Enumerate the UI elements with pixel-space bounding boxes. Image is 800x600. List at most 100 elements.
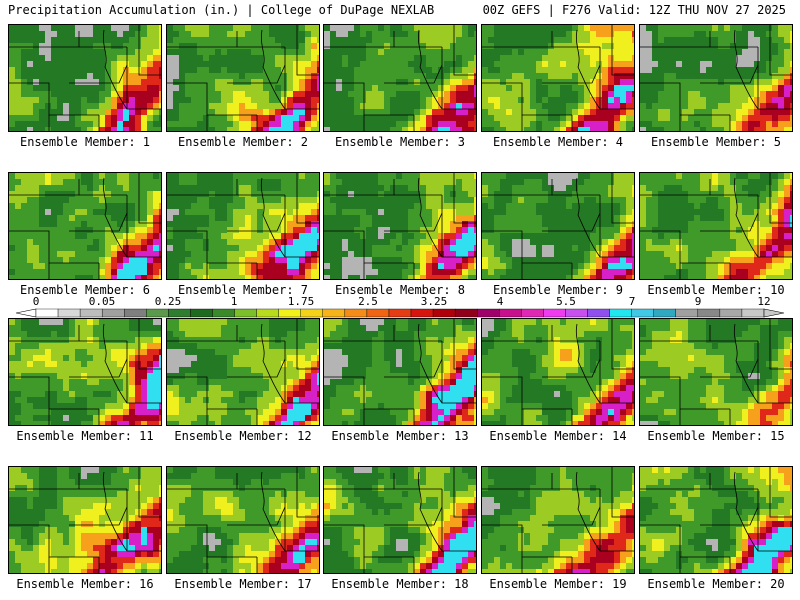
colorbar-swatch — [587, 308, 610, 318]
precip-field — [482, 173, 634, 279]
state-border — [441, 195, 476, 258]
precip-field — [640, 25, 792, 131]
colorbar-swatch — [410, 308, 434, 318]
state-border — [482, 230, 572, 264]
state-border — [700, 64, 759, 84]
precip-field — [9, 173, 161, 279]
state-border — [384, 358, 443, 378]
state-border — [296, 173, 319, 224]
state-border — [453, 467, 476, 518]
colorbar-tick-label: 9 — [694, 295, 702, 308]
colorbar: 0 0.05 0.25 1 1.75 2.5 3.25 4 5.5 7 9 12 — [14, 295, 786, 320]
panel-label: Ensemble Member: 15 — [647, 429, 785, 443]
ensemble-map-9 — [481, 172, 635, 280]
panel-label: Ensemble Member: 10 — [647, 283, 785, 297]
colorbar-tick-label: 4 — [496, 295, 504, 308]
state-border — [296, 25, 319, 76]
state-border — [640, 524, 730, 558]
state-border — [700, 506, 759, 526]
colorbar-swatch — [168, 308, 191, 318]
state-border — [575, 323, 601, 404]
panel-label: Ensemble Member: 8 — [334, 283, 466, 297]
ensemble-map-20 — [639, 466, 793, 574]
colorbar-tick-label: 3.25 — [420, 295, 448, 308]
panel-label: Ensemble Member: 18 — [331, 577, 469, 591]
precip-field — [324, 467, 476, 573]
precip-field — [482, 467, 634, 573]
colorbar-swatch — [499, 308, 522, 318]
valid-time: 00Z GEFS | F276 Valid: 12Z THU NOV 27 20… — [482, 3, 786, 17]
state-border — [482, 82, 572, 116]
precip-field — [482, 319, 634, 425]
state-border — [769, 319, 792, 370]
colorbar-tick-label: 0.05 — [88, 295, 116, 308]
state-border — [9, 524, 99, 558]
state-border — [769, 173, 792, 224]
colorbar-swatch — [57, 308, 81, 318]
precip-field — [167, 319, 319, 425]
colorbar-swatch — [146, 308, 169, 318]
panel-label: Ensemble Member: 3 — [334, 135, 466, 149]
state-border — [167, 524, 257, 558]
state-border — [138, 25, 161, 76]
state-border — [296, 319, 319, 370]
state-border — [417, 29, 443, 110]
panel-label: Ensemble Member: 11 — [16, 429, 154, 443]
state-border — [260, 471, 286, 552]
state-border — [324, 524, 414, 558]
state-border — [599, 195, 634, 258]
colorbar-tick-label: 2.5 — [358, 295, 378, 308]
ensemble-map-8 — [323, 172, 477, 280]
precip-field — [324, 173, 476, 279]
state-border — [611, 467, 634, 518]
state-border — [599, 47, 634, 110]
ensemble-map-18 — [323, 466, 477, 574]
colorbar-swatch — [675, 308, 699, 318]
panel-label: Ensemble Member: 4 — [492, 135, 624, 149]
panel-label: Ensemble Member: 13 — [331, 429, 469, 443]
state-border — [384, 506, 443, 526]
state-border — [417, 323, 443, 404]
state-border — [324, 230, 414, 264]
state-border — [138, 173, 161, 224]
ensemble-map-5 — [639, 24, 793, 132]
colorbar-swatch — [212, 308, 235, 318]
ensemble-map-1 — [8, 24, 162, 132]
state-border — [167, 230, 257, 264]
state-border — [700, 358, 759, 378]
panel-label: Ensemble Member: 9 — [492, 283, 624, 297]
state-border — [599, 489, 634, 552]
state-border — [441, 47, 476, 110]
colorbar-tick-label: 12 — [757, 295, 771, 308]
state-border — [733, 29, 759, 110]
state-border — [640, 376, 730, 410]
state-border — [227, 358, 286, 378]
colorbar-swatch — [741, 308, 765, 318]
colorbar-tick-label: 0.25 — [154, 295, 182, 308]
precip-field — [324, 25, 476, 131]
precip-field — [482, 25, 634, 131]
colorbar-tick-label: 5.5 — [556, 295, 576, 308]
ensemble-map-7 — [166, 172, 320, 280]
colorbar-swatch — [190, 308, 213, 318]
state-border — [453, 25, 476, 76]
state-border — [733, 471, 759, 552]
colorbar-swatch — [719, 308, 743, 318]
state-border — [126, 195, 161, 258]
state-border — [260, 29, 286, 110]
precip-field — [167, 25, 319, 131]
colorbar-swatch — [432, 308, 456, 318]
state-border — [138, 319, 161, 370]
state-border — [453, 173, 476, 224]
colorbar-scale — [15, 308, 785, 318]
ensemble-map-2 — [166, 24, 320, 132]
colorbar-tick-label: 1.75 — [287, 295, 315, 308]
colorbar-swatch — [234, 308, 257, 318]
precip-field — [9, 25, 161, 131]
precip-field — [324, 319, 476, 425]
state-border — [260, 177, 286, 258]
colorbar-swatch — [565, 308, 588, 318]
state-border — [733, 323, 759, 404]
state-border — [611, 25, 634, 76]
panel-label: Ensemble Member: 14 — [489, 429, 627, 443]
